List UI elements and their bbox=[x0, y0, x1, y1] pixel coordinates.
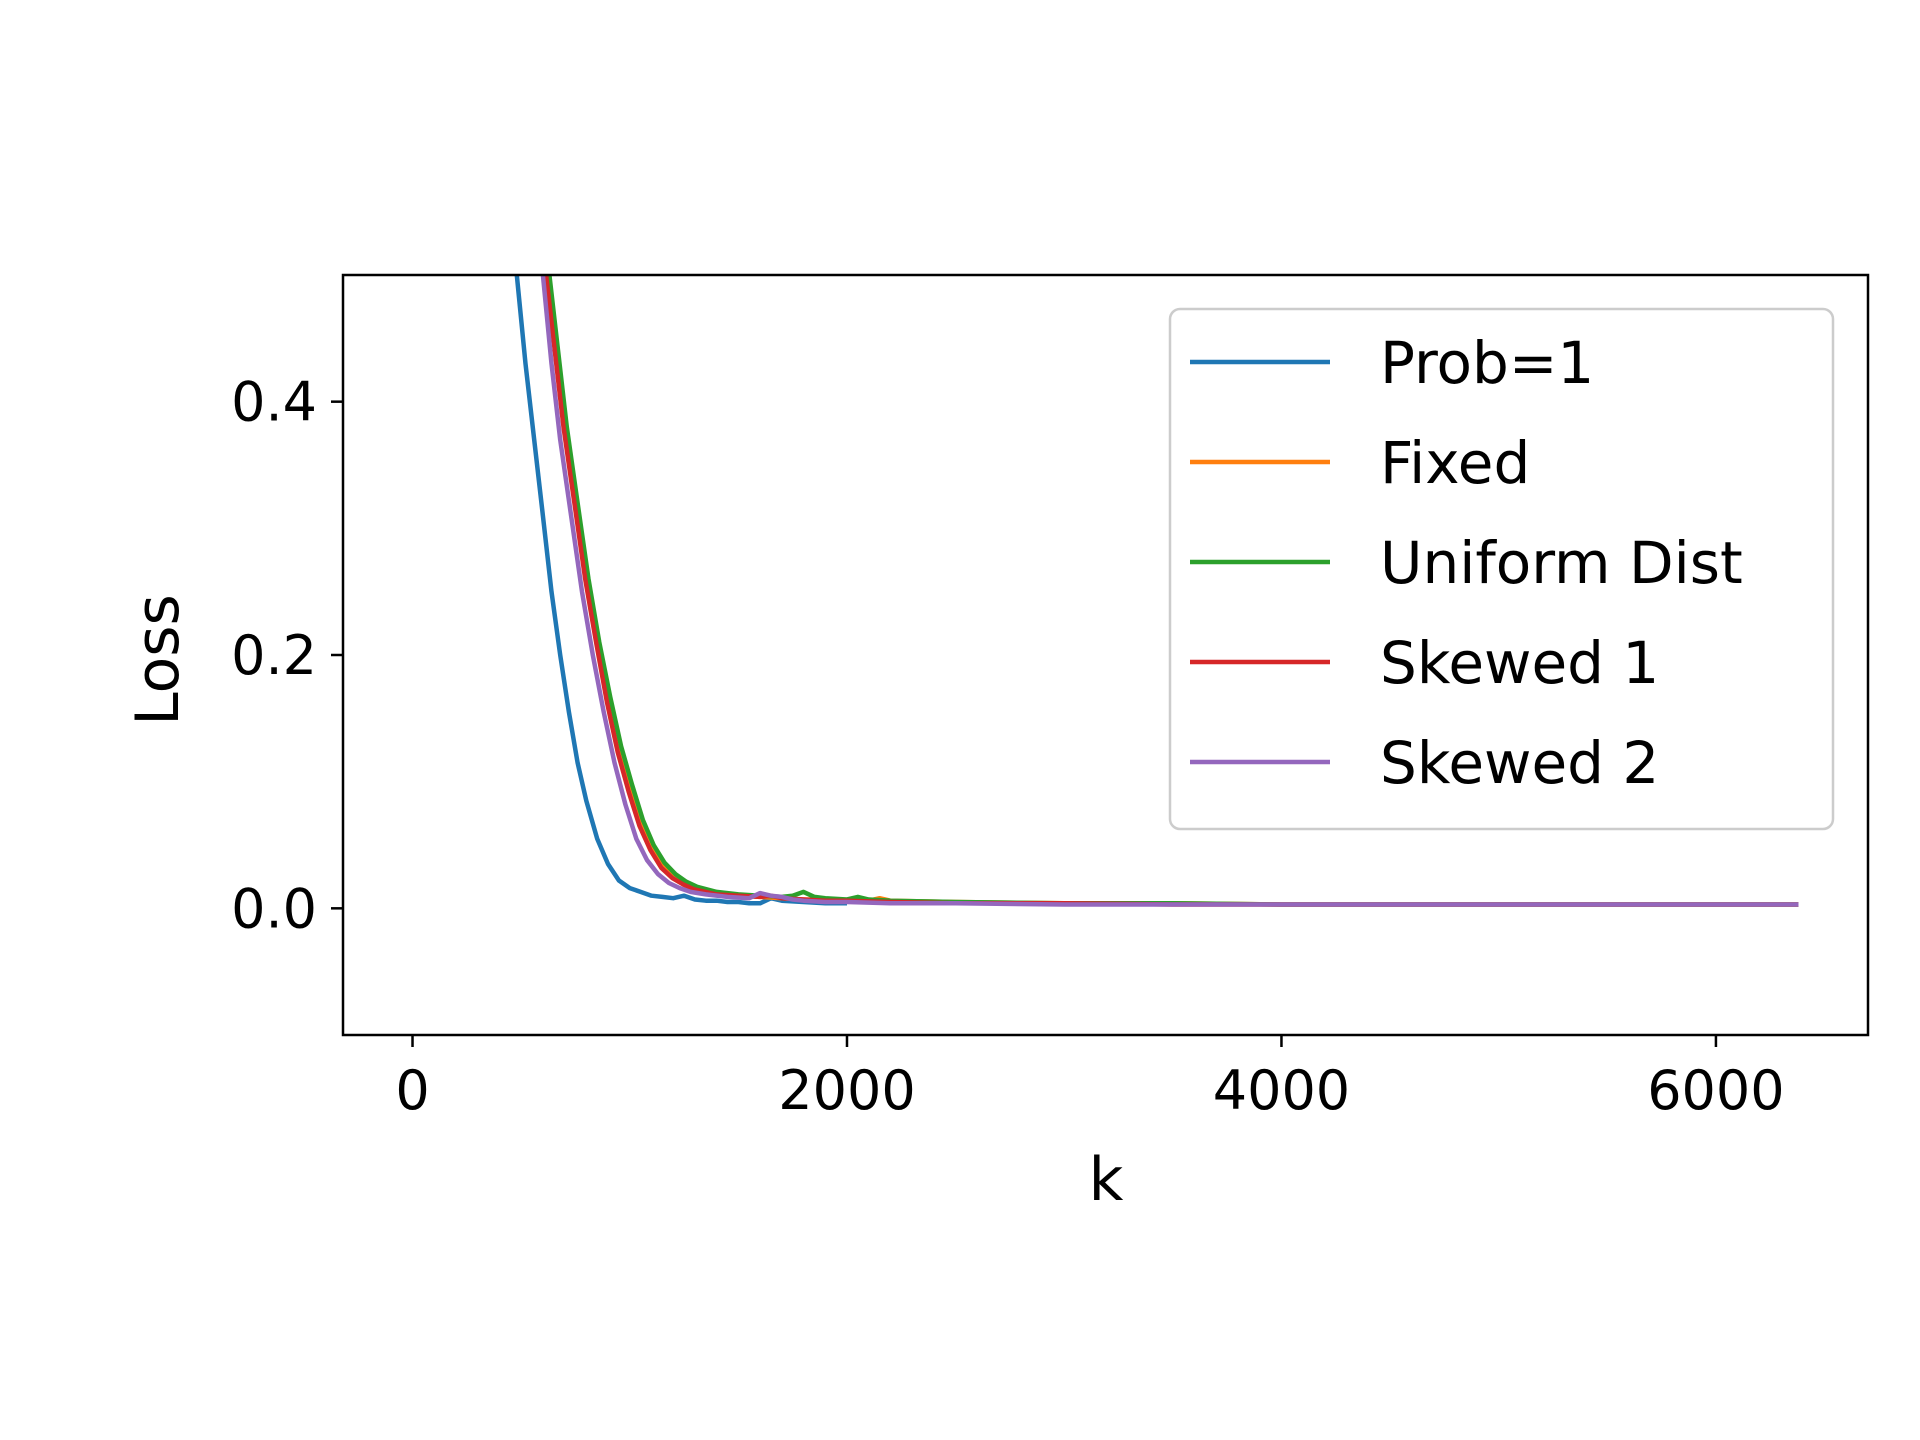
y-axis: 0.0 0.2 0.4 bbox=[231, 371, 343, 940]
x-axis: 0 2000 4000 6000 bbox=[395, 1035, 1785, 1122]
series-line-5 bbox=[540, 275, 1799, 907]
legend-label: Uniform Dist bbox=[1380, 529, 1743, 597]
y-tick-label: 0.4 bbox=[231, 371, 317, 434]
x-tick-label: 6000 bbox=[1647, 1059, 1784, 1122]
x-tick-label: 0 bbox=[395, 1059, 429, 1122]
legend-box bbox=[1168, 307, 1835, 831]
series-line-1 bbox=[514, 275, 847, 906]
y-axis-title: Loss bbox=[123, 594, 193, 726]
y-tick-label: 0.0 bbox=[231, 877, 317, 940]
x-axis-title: k bbox=[1089, 1145, 1124, 1215]
y-tick-label: 0.2 bbox=[231, 624, 317, 687]
legend: Prob=1 Fixed Uniform Dist Skewed 1 Skewed 2 bbox=[1168, 307, 1835, 831]
x-tick-label: 4000 bbox=[1213, 1059, 1350, 1122]
x-tick-label: 2000 bbox=[778, 1059, 915, 1122]
series-layer bbox=[514, 275, 1799, 907]
legend-label: Skewed 1 bbox=[1380, 629, 1659, 697]
legend-label: Prob=1 bbox=[1380, 329, 1594, 397]
legend-label: Fixed bbox=[1380, 429, 1530, 497]
legend-label: Skewed 2 bbox=[1380, 729, 1659, 797]
